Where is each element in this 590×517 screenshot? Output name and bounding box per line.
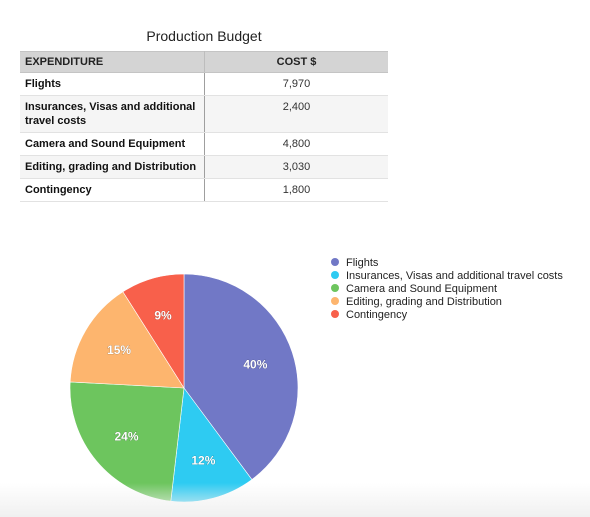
table-header-row: EXPENDITURE COST $: [20, 51, 388, 73]
legend-swatch: [331, 258, 339, 266]
legend-item: Insurances, Visas and additional travel …: [330, 270, 563, 283]
legend-swatch: [331, 297, 339, 305]
chart-title: Production Budget: [146, 28, 262, 44]
chart-legend: Flights Insurances, Visas and additional…: [330, 257, 563, 322]
legend-item: Contingency: [330, 309, 563, 322]
legend-item: Camera and Sound Equipment: [330, 283, 563, 296]
legend-item: Editing, grading and Distribution: [330, 296, 563, 309]
header-cost: COST $: [204, 51, 388, 73]
row-cost: 3,030: [204, 155, 388, 179]
row-label: Insurances, Visas and additional travel …: [20, 95, 205, 133]
legend-label: Camera and Sound Equipment: [346, 283, 498, 295]
row-cost: 4,800: [204, 132, 388, 156]
legend-label: Flights: [346, 257, 379, 269]
pie-slice: [183, 273, 299, 481]
legend-label: Editing, grading and Distribution: [346, 296, 502, 308]
pie-slice: [69, 291, 185, 389]
row-cost: 2,400: [204, 95, 388, 133]
row-cost: 7,970: [204, 72, 388, 96]
table-row: Editing, grading and Distribution 3,030: [20, 155, 388, 179]
bottom-fade: [0, 483, 590, 517]
row-label: Contingency: [20, 178, 205, 202]
legend-item: Flights: [330, 257, 563, 270]
header-expenditure: EXPENDITURE: [20, 51, 205, 73]
row-label: Camera and Sound Equipment: [20, 132, 205, 156]
pie-slice-label: 9%: [154, 309, 172, 323]
legend-label: Contingency: [346, 309, 408, 321]
table-row: Camera and Sound Equipment 4,800: [20, 132, 388, 156]
budget-table: EXPENDITURE COST $ Flights 7,970 Insuran…: [20, 51, 388, 202]
table-row: Insurances, Visas and additional travel …: [20, 95, 388, 133]
row-label: Editing, grading and Distribution: [20, 155, 205, 179]
legend-label: Insurances, Visas and additional travel …: [346, 270, 563, 282]
row-label: Flights: [20, 72, 205, 96]
legend-swatch: [331, 284, 339, 292]
pie-slice-label: 12%: [191, 454, 215, 468]
legend-swatch: [331, 310, 339, 318]
legend-swatch: [331, 271, 339, 279]
table-row: Contingency 1,800: [20, 178, 388, 202]
table-row: Flights 7,970: [20, 72, 388, 96]
row-cost: 1,800: [204, 178, 388, 202]
pie-slice-label: 40%: [243, 357, 267, 371]
pie-slice-label: 15%: [107, 343, 131, 357]
pie-slice: [122, 273, 185, 390]
pie-slice-label: 24%: [114, 430, 138, 444]
